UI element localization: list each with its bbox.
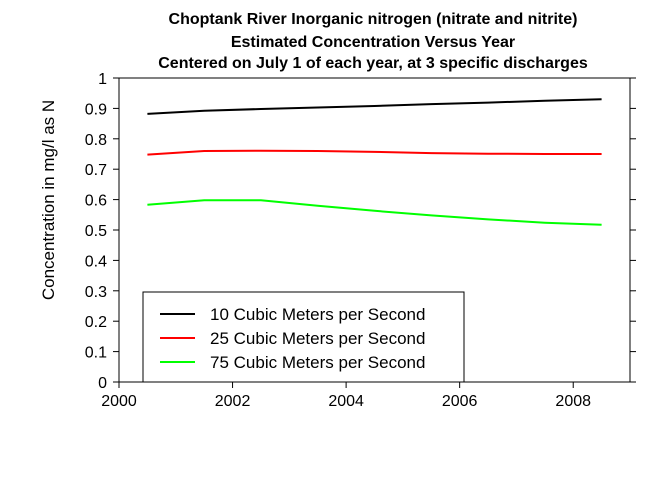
series-line-3 — [147, 199, 602, 226]
y-axis: 0 0.1 0.2 0.3 0.4 0.5 0.6 0.7 0.8 0.9 1 — [85, 71, 636, 392]
y-tick-label: 0 — [98, 375, 107, 392]
legend-label: 10 Cubic Meters per Second — [210, 305, 425, 324]
legend: 10 Cubic Meters per Second 25 Cubic Meter… — [142, 291, 465, 383]
x-tick-label: 2000 — [101, 393, 137, 410]
series-line-2 — [147, 149, 602, 156]
series-line-1 — [147, 98, 602, 115]
y-tick-label: 0.1 — [85, 345, 107, 362]
y-axis-label: Concentration in mg/l as N — [39, 100, 58, 300]
y-tick-label: 1 — [98, 71, 107, 88]
y-tick-label: 0.3 — [85, 284, 107, 301]
y-tick-label: 0.4 — [85, 253, 107, 270]
x-tick-label: 2004 — [328, 393, 364, 410]
y-tick-label: 0.8 — [85, 132, 107, 149]
y-tick-label: 0.5 — [85, 223, 107, 240]
title-line-2: Estimated Concentration Versus Year — [231, 34, 515, 51]
x-tick-label: 2002 — [215, 393, 251, 410]
x-axis: 2000 2002 2004 2006 2008 — [101, 382, 591, 410]
legend-label: 25 Cubic Meters per Second — [210, 329, 425, 348]
series-group — [147, 98, 602, 226]
x-tick-label: 2008 — [555, 393, 591, 410]
legend-label: 75 Cubic Meters per Second — [210, 353, 425, 372]
y-tick-label: 0.9 — [85, 101, 107, 118]
y-tick-label: 0.6 — [85, 193, 107, 210]
y-tick-label: 0.2 — [85, 314, 107, 331]
legend-box — [142, 291, 465, 383]
title-line-3: Centered on July 1 of each year, at 3 sp… — [158, 55, 588, 72]
title-line-1: Choptank River Inorganic nitrogen (nitra… — [169, 11, 578, 28]
y-tick-label: 0.7 — [85, 162, 107, 179]
x-tick-label: 2006 — [442, 393, 478, 410]
chart-title: Choptank River Inorganic nitrogen (nitra… — [158, 11, 588, 72]
